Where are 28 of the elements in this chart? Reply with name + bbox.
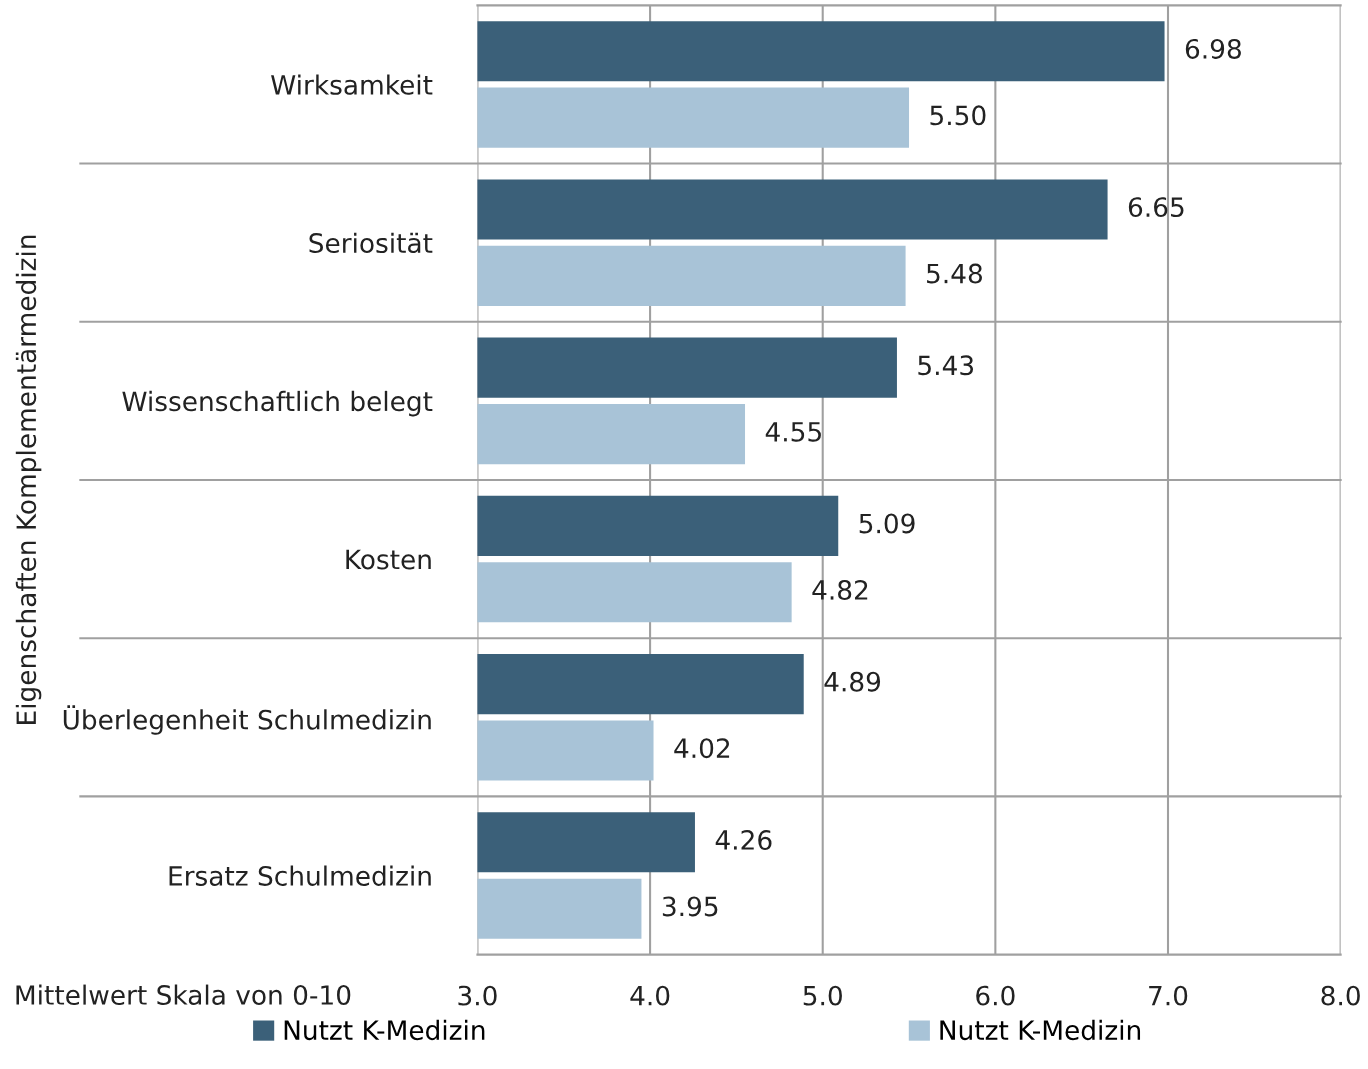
data-label: 6.98 — [1185, 38, 1241, 59]
legend-label: Nutzt K-Medizin — [284, 1019, 485, 1041]
data-label: 5.50 — [930, 105, 986, 126]
y-axis-title: Eigenschaften Komplementärmedizin — [15, 235, 42, 724]
x-tick-label: 5.0 — [803, 985, 842, 1006]
data-label: 4.89 — [824, 671, 881, 692]
data-label: 4.55 — [765, 422, 821, 442]
data-label: 5.48 — [927, 263, 982, 284]
x-tick-label: 4.0 — [630, 985, 670, 1006]
data-label: 6.65 — [1128, 197, 1184, 218]
data-label: 4.02 — [674, 738, 730, 759]
data-label: 5.43 — [918, 355, 974, 376]
x-tick-label: 8.0 — [1321, 985, 1360, 1006]
legend-label: Nutzt K-Medizin — [940, 1019, 1141, 1041]
y-tick-label: Ersatz Schulmedizin — [169, 865, 431, 886]
x-tick-label: 7.0 — [1149, 985, 1188, 1006]
x-axis-title: Mittelwert Skala von 0-10 — [16, 984, 351, 1005]
data-label: 4.26 — [715, 829, 772, 850]
data-label: 3.95 — [662, 896, 718, 917]
data-label: 5.09 — [859, 513, 915, 534]
y-tick-label: Wissenschaftlich belegt — [122, 390, 433, 417]
y-tick-label: Überlegenheit Schulmedizin — [63, 705, 431, 735]
data-label: 4.82 — [812, 580, 868, 600]
y-tick-label: Seriosität — [309, 232, 433, 254]
y-tick-label: Wirksamkeit — [271, 74, 433, 95]
y-tick-label: Kosten — [346, 549, 431, 570]
x-tick-label: 3.0 — [458, 985, 497, 1006]
x-tick-label: 6.0 — [976, 985, 1015, 1006]
